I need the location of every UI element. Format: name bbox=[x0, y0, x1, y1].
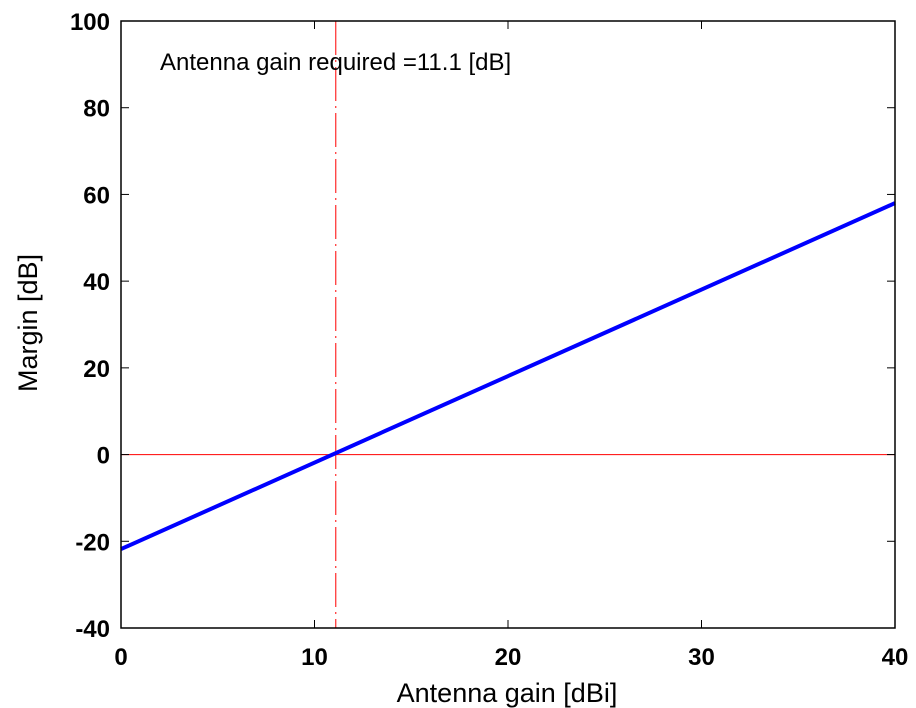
y-axis-ticks: -40 -20 0 20 40 60 80 100 bbox=[70, 9, 895, 643]
annotation-text: Antenna gain required =11.1 [dB] bbox=[160, 49, 511, 76]
y-tick-label: 80 bbox=[83, 96, 110, 123]
x-tick-label: 0 bbox=[114, 644, 127, 671]
plot-frame bbox=[120, 20, 896, 629]
y-tick-label: -40 bbox=[75, 616, 110, 643]
plot-area bbox=[120, 20, 896, 629]
series-line-1 bbox=[120, 201, 896, 551]
y-tick-label: 60 bbox=[83, 182, 110, 209]
x-axis-ticks: 0 10 20 30 40 bbox=[114, 21, 908, 671]
y-tick-label: 100 bbox=[70, 9, 110, 36]
y-axis-label: Margin [dB] bbox=[13, 254, 43, 392]
y-tick-label: -20 bbox=[75, 529, 110, 556]
x-axis-label: Antenna gain [dBi] bbox=[397, 678, 618, 708]
x-tick-label: 10 bbox=[301, 644, 328, 671]
x-tick-label: 20 bbox=[495, 644, 522, 671]
y-tick-label: 40 bbox=[83, 269, 110, 296]
y-tick-label: 20 bbox=[83, 356, 110, 383]
y-tick-label: 0 bbox=[97, 443, 110, 470]
x-tick-label: 30 bbox=[688, 644, 715, 671]
x-tick-label: 40 bbox=[882, 644, 909, 671]
